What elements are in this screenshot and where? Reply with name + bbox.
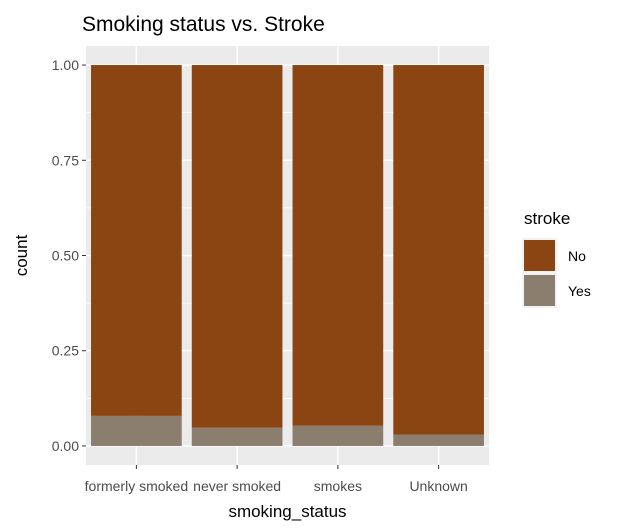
chart-title: Smoking status vs. Stroke <box>82 13 325 36</box>
y-axis-title: count <box>12 234 31 276</box>
y-axis: 0.00 0.25 0.50 0.75 1.00 <box>52 57 86 454</box>
legend-swatch-yes <box>524 275 555 306</box>
y-tick-label: 0.75 <box>52 152 79 168</box>
y-tick-label: 0.50 <box>52 248 79 264</box>
bar-no-never-smoked <box>191 65 283 428</box>
legend-label-yes: Yes <box>568 283 591 299</box>
y-tick-label: 1.00 <box>52 57 79 73</box>
bar-yes-never-smoked <box>191 427 283 446</box>
x-tick-label: formerly smoked <box>85 478 188 494</box>
x-tick-label: never smoked <box>193 478 281 494</box>
x-axis: formerly smoked never smoked smokes Unknown <box>85 465 468 494</box>
legend-title: stroke <box>524 209 570 228</box>
bar-yes-unknown <box>393 434 484 446</box>
bar-yes-smokes <box>292 425 384 446</box>
legend-label-no: No <box>568 248 586 264</box>
bar-no-unknown <box>393 65 484 435</box>
bars <box>91 65 484 446</box>
y-tick-label: 0.00 <box>52 438 79 454</box>
legend-swatch-no <box>524 240 555 271</box>
x-tick-label: smokes <box>314 478 362 494</box>
x-axis-title: smoking_status <box>228 502 346 521</box>
x-tick-label: Unknown <box>409 478 467 494</box>
bar-yes-formerly-smoked <box>91 415 182 446</box>
y-tick-label: 0.25 <box>52 343 79 359</box>
bar-no-formerly-smoked <box>91 65 182 416</box>
bar-no-smokes <box>292 65 384 426</box>
legend: stroke No Yes <box>522 209 591 308</box>
